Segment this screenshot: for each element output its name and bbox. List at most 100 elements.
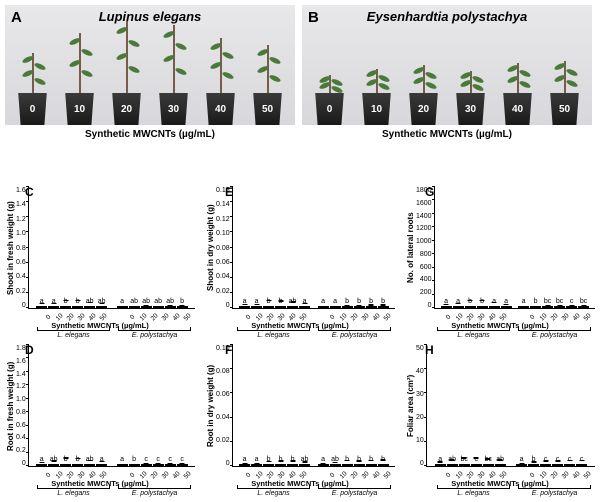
pot-unit: 40 [497, 63, 539, 125]
significance-label: ab [98, 298, 106, 305]
bar: b [342, 298, 353, 308]
bar-group: aabbaba [238, 298, 311, 308]
bar: bc [483, 456, 494, 466]
plant-illustration [364, 69, 390, 93]
pot-label: 50 [251, 93, 285, 125]
significance-label: a [321, 298, 325, 305]
bar: b [342, 456, 353, 466]
significance-label: bc [544, 298, 551, 305]
plant-illustration [67, 33, 93, 93]
pot-unit: 0 [12, 53, 54, 125]
bar: a [48, 298, 59, 308]
x-axis-ticks: 0102030405001020304050 [205, 467, 395, 477]
chart-letter: F [225, 343, 232, 357]
significance-label: ab [130, 298, 138, 305]
panel-letter: A [11, 9, 22, 26]
pot-unit: 30 [450, 71, 492, 125]
bar: a [518, 298, 529, 308]
pot-unit: 30 [153, 25, 195, 125]
bar: b [263, 298, 274, 308]
y-axis-label: Shoot in dry weight (g) [205, 187, 216, 309]
pot-unit: 50 [247, 45, 289, 125]
significance-label: a [456, 298, 460, 305]
bar: b [60, 456, 71, 466]
bar: c [564, 456, 575, 466]
bar: ab [299, 456, 310, 466]
chart-f: FRoot in dry weight (g)00.020.040.060.08… [205, 343, 395, 497]
pot-unit: 20 [106, 21, 148, 125]
chart-letter: C [25, 185, 34, 199]
y-axis-label: No. of lateral roots [405, 187, 416, 309]
plot-area: aabbabaaabbbb [232, 187, 395, 309]
significance-label: a [522, 298, 526, 305]
bar: b [354, 298, 365, 308]
pot-unit: 0 [309, 75, 351, 125]
bar-group: abbcbccbc [518, 298, 590, 308]
bar: a [299, 298, 310, 308]
y-axis-ticks: 00.020.040.060.080.100.120.140.16 [216, 187, 232, 309]
plant-illustration [208, 38, 234, 93]
y-axis-ticks: 00.020.040.060.080.10 [216, 345, 232, 467]
bar: a [330, 298, 341, 308]
pot-label: 30 [454, 93, 488, 125]
bar: ab [96, 298, 107, 308]
bar: b [275, 456, 286, 466]
pot-label: 40 [501, 93, 535, 125]
bar-group: aabbbb [317, 298, 390, 308]
panel-letter: B [308, 9, 319, 26]
bar: a [318, 298, 329, 308]
plant-illustration [161, 25, 187, 93]
bar: c [552, 456, 563, 466]
bar: b [528, 456, 539, 466]
pot-unit: 10 [356, 69, 398, 125]
photo-panel-b: B Eysenhardtia polystachya 01020304050 S… [302, 5, 592, 170]
bar: b [177, 298, 188, 308]
bar: c [153, 456, 164, 466]
panel-title: Eysenhardtia polystachya [367, 9, 527, 24]
pot-label: 30 [157, 93, 191, 125]
bar: a [516, 456, 527, 466]
significance-label: b [534, 298, 538, 305]
bar: a [441, 298, 452, 308]
y-axis-label: Root in fresh weight (g) [5, 345, 16, 467]
bar: bc [554, 298, 565, 308]
significance-label: c [168, 456, 172, 463]
plot-area: aabbababaababababb [28, 187, 195, 309]
significance-label: a [120, 456, 124, 463]
plot-area: aabbaaabbcbccbc [434, 187, 595, 309]
bar: a [318, 456, 329, 466]
bar: a [117, 298, 128, 308]
bar-group: aababababb [115, 298, 189, 308]
photo-xaxis-label: Synthetic MWCNTs (µg/mL) [5, 129, 295, 140]
species-labels: L. elegansE. polystachya [205, 488, 395, 497]
bar: a [435, 456, 446, 466]
bar-group: abcccc [115, 456, 189, 466]
photo-xaxis-label: Synthetic MWCNTs (µg/mL) [302, 129, 592, 140]
bar-group: aabbbbb [317, 456, 390, 466]
species-labels: L. elegansE. polystachya [5, 488, 195, 497]
significance-label: b [132, 456, 136, 463]
significance-label: ab [154, 298, 162, 305]
bar: b [129, 456, 140, 466]
bar: ab [141, 298, 152, 308]
plant-illustration [20, 53, 46, 93]
pot-label: 0 [16, 93, 50, 125]
y-axis-label: Shoot in fresh weight (g) [5, 187, 16, 309]
bar: b [263, 456, 274, 466]
chart-c: CShoot in fresh weight (g)00.20.40.60.81… [5, 185, 195, 339]
bar: b [378, 298, 389, 308]
photo-background: B Eysenhardtia polystachya 01020304050 [302, 5, 592, 125]
bar: a [239, 456, 250, 466]
bar: b [72, 298, 83, 308]
x-axis-ticks: 0102030405001020304050 [5, 467, 195, 477]
pot-label: 40 [204, 93, 238, 125]
bar: a [239, 298, 250, 308]
bar: ab [165, 298, 176, 308]
bar: bc [459, 456, 470, 466]
bar-group: aabbaa [440, 298, 512, 308]
bar: c [141, 456, 152, 466]
charts-grid: CShoot in fresh weight (g)00.20.40.60.81… [5, 185, 595, 497]
bar: c [540, 456, 551, 466]
x-axis-ticks: 0102030405001020304050 [205, 309, 395, 319]
species-labels: L. elegansE. polystachya [5, 330, 195, 339]
